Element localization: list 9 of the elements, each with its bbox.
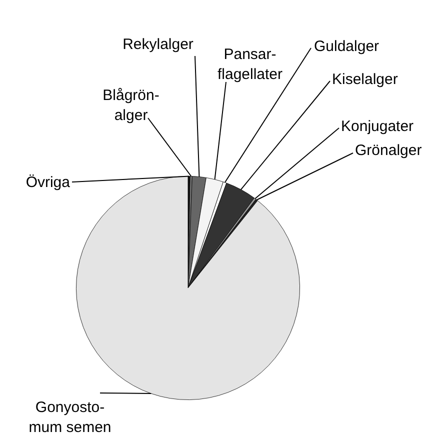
slice-label: Konjugater xyxy=(341,118,414,136)
slice-label: Pansar- flagellater xyxy=(217,46,283,84)
slice-label: Övriga xyxy=(26,174,71,192)
slice-label: Blågrön- alger xyxy=(102,87,160,124)
slice-label: Grönalger xyxy=(355,142,422,160)
slice-label: Rekylalger xyxy=(122,36,194,54)
slice-label: Kiselalger xyxy=(332,71,398,88)
slice-label: Gonyosto- mum semen xyxy=(28,399,112,436)
slice-label: Guldalger xyxy=(314,38,380,56)
